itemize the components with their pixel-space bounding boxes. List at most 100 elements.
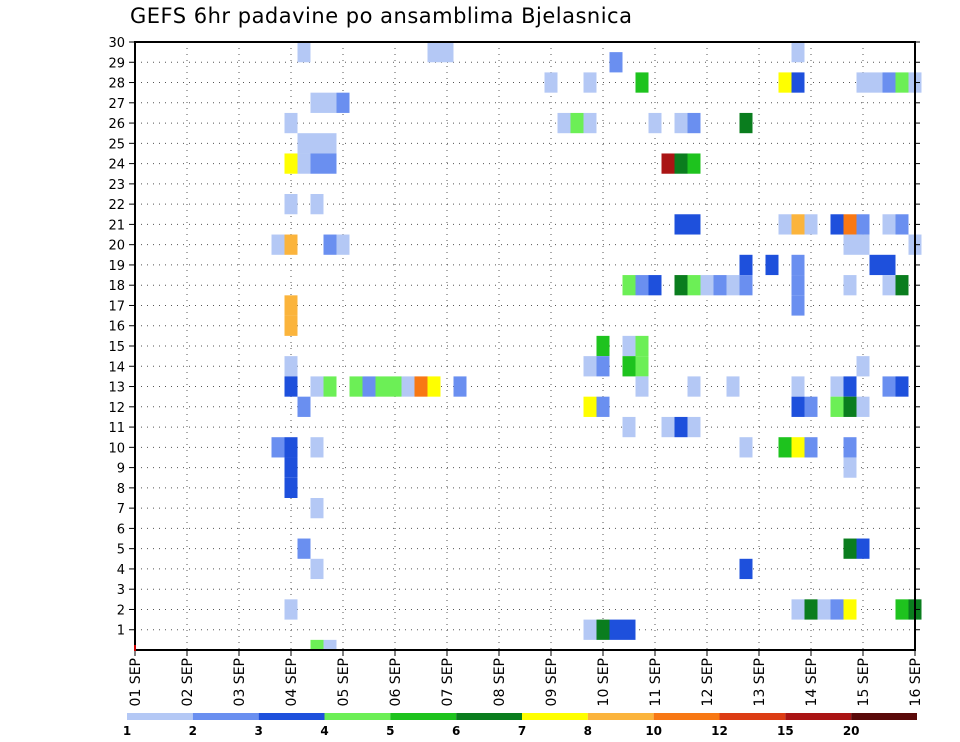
y-tick-label: 4 — [117, 563, 125, 578]
heatmap-cell — [310, 558, 324, 580]
y-tick-label: 20 — [108, 239, 125, 254]
heatmap-cell — [713, 275, 727, 296]
heatmap-cell — [869, 72, 883, 93]
y-tick-label: 2 — [117, 603, 125, 618]
heatmap-cell — [765, 254, 779, 276]
heatmap-cell — [661, 153, 675, 174]
heatmap-cell — [336, 92, 350, 113]
legend-swatch — [653, 713, 720, 720]
heatmap-cell — [895, 72, 909, 93]
heatmap-cell — [310, 639, 324, 650]
x-tick-label: 14 SEP — [804, 658, 820, 706]
heatmap-cell — [830, 214, 844, 235]
heatmap-cell — [804, 214, 818, 235]
heatmap-cell — [336, 234, 350, 255]
heatmap-cell — [323, 92, 337, 113]
heatmap-cell — [635, 72, 649, 93]
y-tick-label: 18 — [108, 279, 125, 294]
heatmap-cell — [297, 538, 311, 559]
heatmap-cell — [583, 72, 597, 93]
y-tick-label: 1 — [117, 624, 125, 639]
heatmap-cell — [895, 275, 909, 296]
heatmap-cell — [882, 72, 896, 93]
heatmap-cell — [622, 335, 636, 357]
legend-swatch — [390, 713, 457, 720]
heatmap-cell — [362, 376, 376, 397]
heatmap-cell — [674, 275, 688, 296]
heatmap-cell — [440, 42, 454, 63]
heatmap-cell — [895, 214, 909, 235]
y-axis: 1234567891011121314151617181920212223242… — [108, 36, 920, 639]
heatmap-cell — [622, 275, 636, 296]
heatmap-cell — [739, 558, 753, 580]
heatmap-cell — [674, 214, 688, 235]
heatmap-cell — [284, 457, 298, 478]
heatmap-cell — [674, 153, 688, 174]
heatmap-cell — [687, 275, 701, 296]
heatmap-cell — [791, 437, 805, 458]
heatmap-cell — [284, 194, 298, 215]
heatmap-cell — [401, 376, 415, 397]
y-tick-label: 25 — [108, 137, 125, 152]
y-tick-label: 5 — [117, 543, 125, 558]
heatmap-cell — [687, 416, 701, 438]
y-tick-label: 26 — [108, 117, 125, 132]
heatmap-cell — [882, 214, 896, 235]
legend-swatch — [258, 713, 325, 720]
y-tick-label: 13 — [108, 381, 125, 396]
heatmap-cell — [895, 376, 909, 397]
x-tick-label: 07 SEP — [440, 658, 456, 706]
heatmap-cell — [349, 376, 363, 397]
heatmap-cell — [284, 356, 298, 377]
heatmap-cell — [453, 376, 467, 397]
heatmap-cell — [791, 599, 805, 620]
heatmap-cell — [271, 437, 285, 458]
heatmap-cell — [687, 153, 701, 174]
y-tick-label: 9 — [117, 462, 125, 477]
legend-label: 15 — [777, 724, 794, 738]
heatmap-cell — [323, 133, 337, 154]
heatmap-cell — [778, 437, 792, 458]
y-tick-label: 11 — [108, 421, 125, 436]
x-axis: 01 SEP 02 SEP 03 SEP 04 SEP 05 SEP 06 SEP 07 S… — [128, 645, 924, 706]
legend-swatch — [785, 713, 852, 720]
heatmap-cell — [843, 538, 857, 559]
heatmap-cell — [284, 112, 298, 134]
heatmap-cell — [622, 619, 636, 640]
heatmap-cell — [323, 234, 337, 255]
x-tick-label: 05 SEP — [336, 658, 352, 706]
heatmap-cell — [310, 498, 324, 519]
y-tick-label: 6 — [117, 522, 125, 537]
heatmap-cell — [297, 153, 311, 174]
heatmap-cell — [674, 416, 688, 438]
heatmap-cell — [609, 619, 623, 640]
legend-label: 12 — [711, 724, 728, 738]
heatmap-cell — [609, 52, 623, 73]
heatmap-cell — [284, 376, 298, 397]
y-tick-label: 23 — [108, 178, 125, 193]
heatmap-cell — [726, 275, 740, 296]
legend-swatch — [324, 713, 391, 720]
y-tick-label: 7 — [117, 502, 125, 517]
heatmap-cell — [596, 396, 610, 417]
heatmap-cell — [843, 234, 857, 255]
legend-swatch — [127, 713, 193, 720]
heatmap-cell — [635, 335, 649, 357]
heatmap-cell — [271, 234, 285, 255]
heatmap-cell — [856, 356, 870, 377]
heatmap-cell — [583, 396, 597, 417]
legend-swatch — [192, 713, 259, 720]
heatmap-cell — [778, 72, 792, 93]
heatmap-cell — [583, 356, 597, 377]
heatmap-cell — [596, 619, 610, 640]
y-tick-label: 27 — [108, 97, 125, 112]
heatmap-cell — [843, 457, 857, 478]
y-tick-label: 22 — [108, 198, 125, 213]
y-tick-label: 15 — [108, 340, 125, 355]
heatmap-cell — [804, 599, 818, 620]
heatmap-cell — [856, 72, 870, 93]
heatmap-cell — [310, 376, 324, 397]
heatmap-cell — [388, 376, 402, 397]
heatmap-cell — [648, 275, 662, 296]
